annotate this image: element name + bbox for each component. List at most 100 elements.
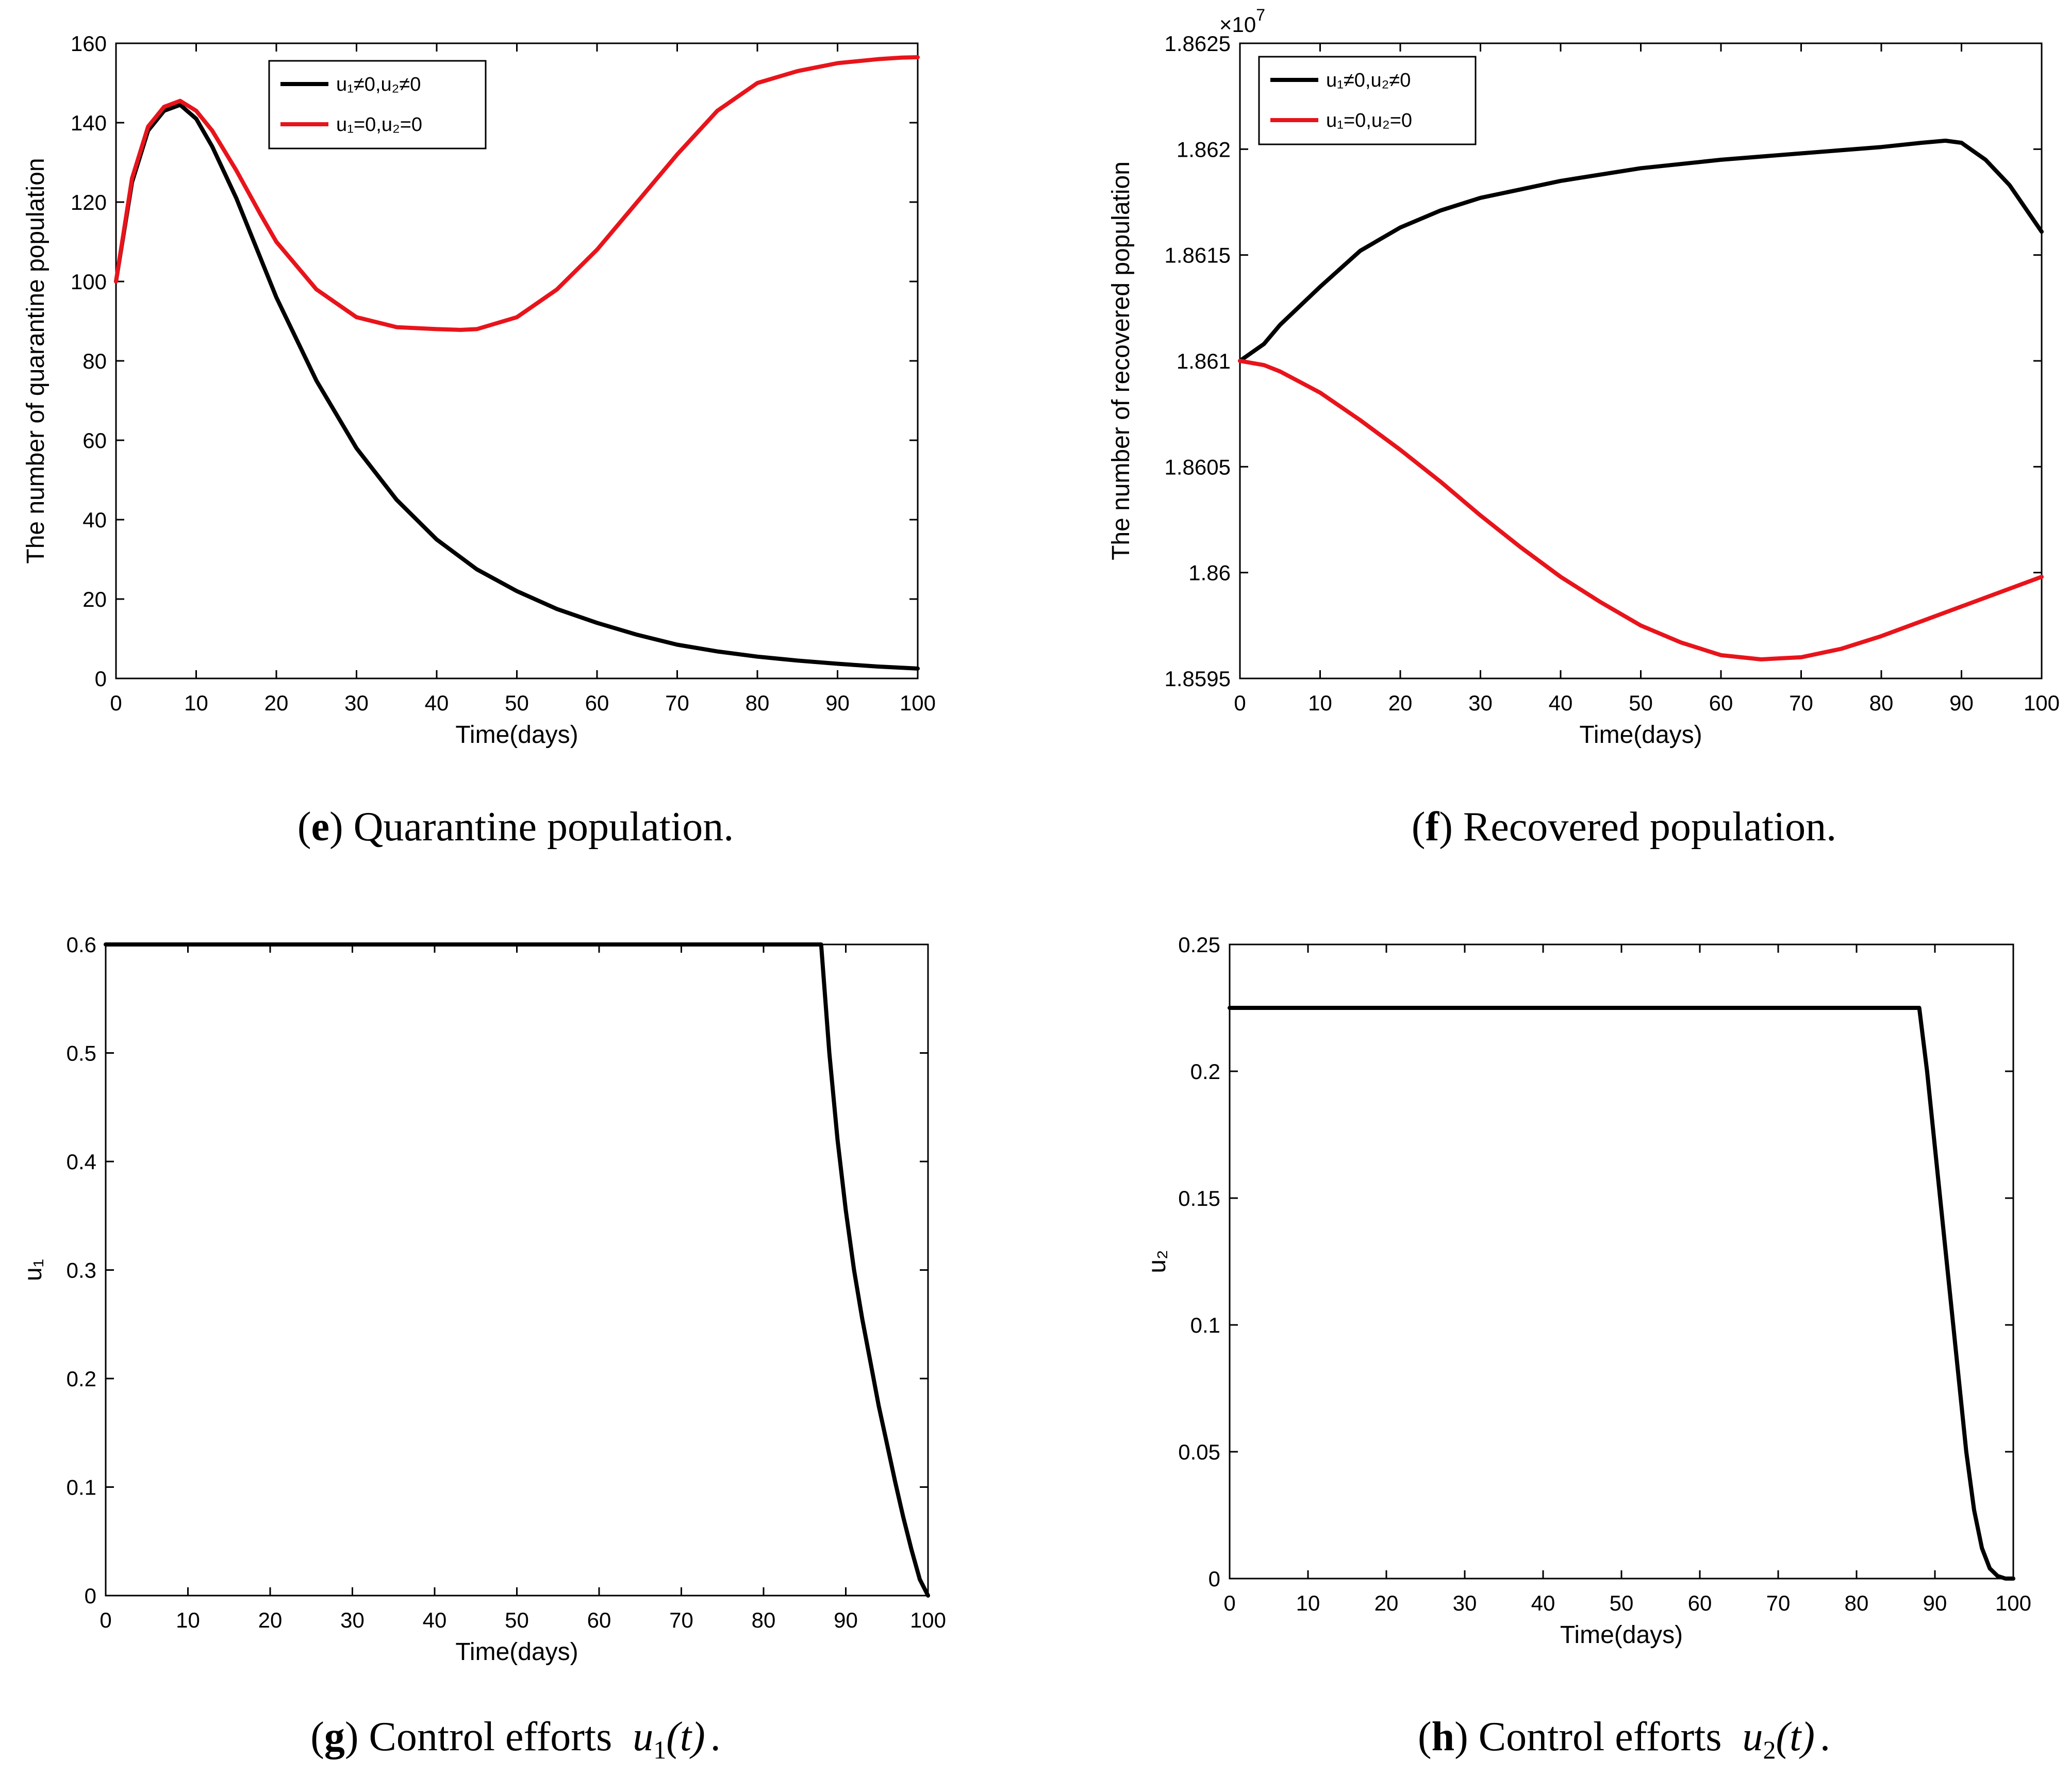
y-tick-label: 0.2 [1190, 1059, 1220, 1084]
x-tick-label: 40 [423, 1608, 447, 1632]
figure-caption: (f) Recovered population. [1412, 804, 1836, 850]
y-exponent-label: ×107 [1219, 6, 1265, 37]
series-line-1 [114, 103, 920, 671]
y-axis-label: u₂ [1144, 1250, 1171, 1273]
caption-paren-open: ( [1412, 804, 1426, 850]
x-tick-label: 90 [825, 691, 850, 715]
x-tick-label: 30 [1453, 1591, 1477, 1615]
caption-math-arg: (t) [1776, 1714, 1815, 1760]
x-axis-label: Time(days) [1560, 1621, 1683, 1649]
y-tick-label: 0.25 [1178, 933, 1220, 957]
caption-text: Control efforts [1479, 1714, 1722, 1760]
y-tick-label: 1.862 [1177, 137, 1231, 161]
y-tick-label: 0.5 [67, 1041, 96, 1066]
legend: u₁≠0,u₂≠0 u₁=0,u₂=0 [268, 60, 487, 150]
y-tick-label: 0.4 [67, 1150, 96, 1174]
y-tick-label: 0 [95, 667, 107, 691]
x-tick-label: 90 [1923, 1591, 1947, 1615]
y-tick-label: 1.861 [1177, 349, 1231, 373]
caption-paren-close: ) [1454, 1714, 1479, 1760]
legend-entry: u₁≠0,u₂≠0 [1326, 70, 1411, 91]
y-tick-label: 0.6 [67, 933, 96, 957]
caption-letter: h [1432, 1714, 1455, 1760]
x-tick-label: 10 [176, 1608, 200, 1632]
x-tick-label: 20 [1375, 1591, 1399, 1615]
caption-math-sub: 1 [653, 1735, 666, 1764]
x-tick-label: 50 [505, 1608, 529, 1632]
exponent-base: ×10 [1219, 12, 1256, 37]
x-tick-label: 0 [1234, 691, 1246, 715]
figure-caption: (e) Quarantine population. [297, 804, 734, 850]
series-line-1 [1228, 1006, 2015, 1581]
legend-entry: u₁≠0,u₂≠0 [336, 74, 421, 95]
y-tick-label: 0.1 [1190, 1313, 1220, 1337]
caption-end: . [710, 1714, 721, 1760]
caption-text: Recovered population. [1463, 804, 1836, 850]
x-tick-label: 60 [1688, 1591, 1712, 1615]
y-axis-label: The number of recovered population [1107, 161, 1135, 560]
x-tick-label: 10 [184, 691, 208, 715]
x-tick-label: 40 [1549, 691, 1573, 715]
y-tick-label: 1.8605 [1165, 455, 1231, 479]
x-tick-label: 80 [752, 1608, 776, 1632]
chart-f: 0 10 20 30 40 50 60 70 80 90 100 1.8595 1.86 1.8605 1.… [1107, 6, 2060, 850]
caption-math-var: u [633, 1714, 653, 1760]
x-tick-label: 60 [587, 1608, 611, 1632]
x-tick-label: 30 [340, 1608, 365, 1632]
y-tick-label: 80 [82, 349, 107, 373]
y-tick-label: 140 [71, 111, 107, 135]
caption-paren-close: ) [329, 804, 354, 850]
x-tick-label: 10 [1296, 1591, 1320, 1615]
x-tick-label: 50 [1629, 691, 1653, 715]
y-tick-label: 120 [71, 190, 107, 214]
y-tick-label: 0 [1208, 1567, 1220, 1591]
caption-paren-close: ) [1439, 804, 1463, 850]
caption-letter: f [1426, 804, 1440, 850]
x-tick-label: 70 [669, 1608, 693, 1632]
y-tick-label: 1.8615 [1165, 243, 1231, 268]
series-line-2 [1238, 359, 2044, 661]
plot-frame [105, 943, 929, 1597]
caption-paren-open: ( [297, 804, 311, 850]
x-tick-label: 50 [505, 691, 529, 715]
x-axis-label: Time(days) [455, 1638, 578, 1666]
plot-frame [115, 42, 919, 679]
x-tick-label: 80 [1869, 691, 1894, 715]
caption-math-arg: (t) [666, 1714, 705, 1760]
y-tick-label: 1.86 [1188, 561, 1231, 585]
x-tick-label: 90 [1949, 691, 1974, 715]
y-tick-label: 60 [82, 428, 107, 453]
x-tick-label: 60 [1709, 691, 1733, 715]
x-axis-label: Time(days) [455, 721, 578, 749]
y-tick-label: 0 [85, 1584, 96, 1608]
y-tick-label: 1.8595 [1165, 667, 1231, 691]
x-tick-label: 100 [910, 1608, 946, 1632]
x-tick-label: 0 [1223, 1591, 1235, 1615]
y-tick-label: 160 [71, 31, 107, 56]
caption-text: Control efforts [369, 1714, 612, 1760]
legend-entry: u₁=0,u₂=0 [1326, 110, 1412, 131]
x-tick-label: 30 [344, 691, 369, 715]
x-tick-label: 0 [110, 691, 122, 715]
x-tick-label: 70 [1766, 1591, 1791, 1615]
chart-h: 0 10 20 30 40 50 60 70 80 90 100 0 0.05 0.1 0.15 0.2 0.2… [1144, 933, 2031, 1764]
y-tick-label: 0.15 [1178, 1186, 1220, 1210]
chart-g: 0 10 20 30 40 50 60 70 80 90 100 0 0.1 0.2 0.3 0.4 0.5 0.… [20, 933, 946, 1764]
legend-box [268, 60, 487, 150]
x-tick-label: 80 [1845, 1591, 1869, 1615]
y-tick-label: 0.05 [1178, 1440, 1220, 1464]
exponent-power: 7 [1256, 6, 1265, 24]
figure-caption: (g) Control efforts u1(t). [310, 1714, 721, 1764]
y-tick-label: 20 [82, 587, 107, 611]
figure-caption: (h) Control efforts u2(t). [1418, 1714, 1830, 1764]
caption-paren-open: ( [310, 1714, 324, 1760]
x-tick-label: 40 [1531, 1591, 1555, 1615]
caption-math-sub: 2 [1763, 1735, 1776, 1764]
x-tick-label: 70 [1789, 691, 1813, 715]
x-tick-label: 20 [258, 1608, 283, 1632]
y-tick-label: 0.2 [67, 1367, 96, 1391]
caption-paren-open: ( [1418, 1714, 1432, 1760]
x-tick-label: 10 [1308, 691, 1332, 715]
x-tick-label: 40 [425, 691, 449, 715]
